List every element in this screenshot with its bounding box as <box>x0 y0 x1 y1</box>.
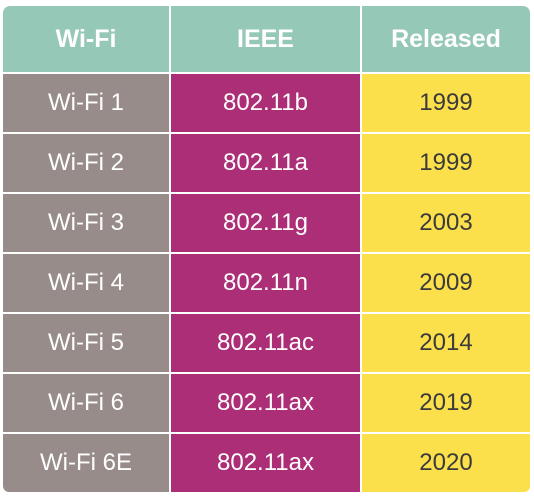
table-row: Wi-Fi 6 802.11ax 2019 <box>3 372 530 432</box>
standard-cell: 802.11g <box>171 192 362 252</box>
header-wifi: Wi-Fi <box>3 6 171 72</box>
wifi-standards-table: Wi-Fi IEEE Released Wi-Fi 1 802.11b 1999… <box>3 6 530 492</box>
standard-cell: 802.11b <box>171 72 362 132</box>
table-row: Wi-Fi 3 802.11g 2003 <box>3 192 530 252</box>
released-cell: 2014 <box>362 312 530 372</box>
generation-cell: Wi-Fi 6E <box>3 432 171 492</box>
standard-cell: 802.11n <box>171 252 362 312</box>
table-row: Wi-Fi 4 802.11n 2009 <box>3 252 530 312</box>
table-row: Wi-Fi 5 802.11ac 2014 <box>3 312 530 372</box>
generation-cell: Wi-Fi 6 <box>3 372 171 432</box>
standard-cell: 802.11ax <box>171 432 362 492</box>
generation-cell: Wi-Fi 1 <box>3 72 171 132</box>
generation-cell: Wi-Fi 4 <box>3 252 171 312</box>
standard-cell: 802.11ac <box>171 312 362 372</box>
header-row: Wi-Fi IEEE Released <box>3 6 530 72</box>
released-cell: 2020 <box>362 432 530 492</box>
table-row: Wi-Fi 1 802.11b 1999 <box>3 72 530 132</box>
generation-cell: Wi-Fi 2 <box>3 132 171 192</box>
standard-cell: 802.11a <box>171 132 362 192</box>
header-released: Released <box>362 6 530 72</box>
generation-cell: Wi-Fi 3 <box>3 192 171 252</box>
table-row: Wi-Fi 2 802.11a 1999 <box>3 132 530 192</box>
table-header: Wi-Fi IEEE Released <box>3 6 530 72</box>
generation-cell: Wi-Fi 5 <box>3 312 171 372</box>
table-body: Wi-Fi 1 802.11b 1999 Wi-Fi 2 802.11a 199… <box>3 72 530 492</box>
released-cell: 2019 <box>362 372 530 432</box>
released-cell: 1999 <box>362 132 530 192</box>
table-row: Wi-Fi 6E 802.11ax 2020 <box>3 432 530 492</box>
released-cell: 2009 <box>362 252 530 312</box>
header-ieee: IEEE <box>171 6 362 72</box>
standard-cell: 802.11ax <box>171 372 362 432</box>
released-cell: 1999 <box>362 72 530 132</box>
released-cell: 2003 <box>362 192 530 252</box>
